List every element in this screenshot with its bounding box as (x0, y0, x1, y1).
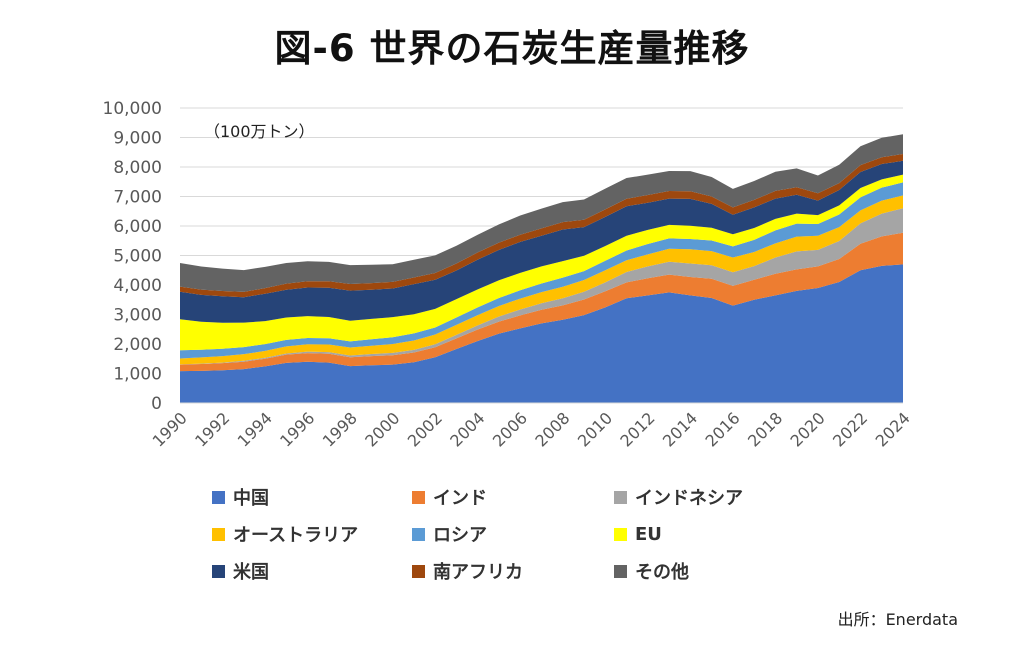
legend-item: その他 (614, 558, 814, 584)
y-tick-label: 6,000 (113, 217, 162, 237)
x-tick-label: 2018 (744, 408, 786, 450)
y-tick-label: 1,000 (113, 365, 162, 385)
legend-label: 南アフリカ (433, 562, 523, 583)
x-tick-label: 2010 (574, 408, 616, 450)
chart-title: 図-6 世界の石炭生産量推移 (274, 27, 750, 70)
legend-swatch (614, 564, 627, 578)
x-tick-label: 2020 (787, 408, 829, 450)
x-tick-label: 2008 (531, 408, 573, 450)
x-tick-label: 2022 (829, 408, 871, 450)
x-tick-label: 1996 (276, 408, 318, 450)
legend-swatch (614, 490, 627, 504)
source-note: 出所：Enerdata (837, 610, 958, 629)
legend-item: インドネシア (614, 484, 814, 510)
y-tick-label: 2,000 (113, 335, 162, 355)
legend-label: ロシア (433, 525, 487, 546)
area-series-group (180, 134, 903, 403)
legend-item: EU (614, 521, 814, 547)
legend-swatch (212, 490, 225, 504)
legend-swatch (412, 564, 425, 578)
x-tick-label: 2002 (404, 408, 446, 450)
y-tick-label: 10,000 (103, 99, 162, 119)
legend-swatch (212, 527, 225, 541)
legend-label: インドネシア (635, 488, 743, 509)
legend-label: オーストラリア (233, 525, 359, 546)
legend-item: 中国 (212, 484, 412, 510)
legend: 中国 インド インドネシアオーストラリア ロシア EU 米国 南アフリカ その他 (212, 484, 832, 584)
x-tick-label: 2016 (701, 408, 743, 450)
legend-item: 南アフリカ (412, 558, 614, 584)
x-tick-label: 2012 (616, 408, 658, 450)
x-tick-label: 2000 (361, 408, 403, 450)
x-tick-label: 2014 (659, 408, 701, 450)
legend-label: インド (433, 488, 487, 509)
y-tick-label: 7,000 (113, 188, 162, 208)
legend-swatch (412, 527, 425, 541)
x-tick-label: 2024 (872, 408, 914, 450)
x-tick-label: 1994 (234, 408, 276, 450)
x-tick-labels: 1990 1992 1994 1996 1998 2000 2002 2004 2006 2008… (149, 408, 914, 450)
area-series-EU (180, 174, 903, 351)
x-tick-label: 2006 (489, 408, 531, 450)
legend-item: ロシア (412, 521, 614, 547)
legend-item: 米国 (212, 558, 412, 584)
x-tick-label: 1992 (191, 408, 233, 450)
legend-swatch (412, 490, 425, 504)
unit-label: （100万トン） (204, 122, 315, 141)
legend-label: EU (635, 523, 662, 545)
y-tick-label: 5,000 (113, 247, 162, 267)
area-series-米国 (180, 160, 903, 323)
x-tick-label: 1998 (319, 408, 361, 450)
y-tick-label: 9,000 (113, 129, 162, 149)
y-tick-labels: 0 1,000 2,000 3,000 4,000 5,000 6,000 7,000 8,00… (103, 99, 162, 414)
y-tick-label: 8,000 (113, 158, 162, 178)
legend-label: その他 (635, 562, 689, 583)
legend-item: インド (412, 484, 614, 510)
y-tick-label: 3,000 (113, 306, 162, 326)
legend-label: 米国 (233, 562, 269, 583)
legend-swatch (614, 527, 627, 541)
y-tick-label: 4,000 (113, 276, 162, 296)
area-series-中国 (180, 264, 903, 403)
legend-label: 中国 (233, 488, 269, 509)
y-tick-label: 0 (151, 394, 162, 414)
x-tick-label: 1990 (149, 408, 191, 450)
area-series-その他 (180, 134, 903, 292)
legend-swatch (212, 564, 225, 578)
legend-item: オーストラリア (212, 521, 412, 547)
x-tick-label: 2004 (446, 408, 488, 450)
